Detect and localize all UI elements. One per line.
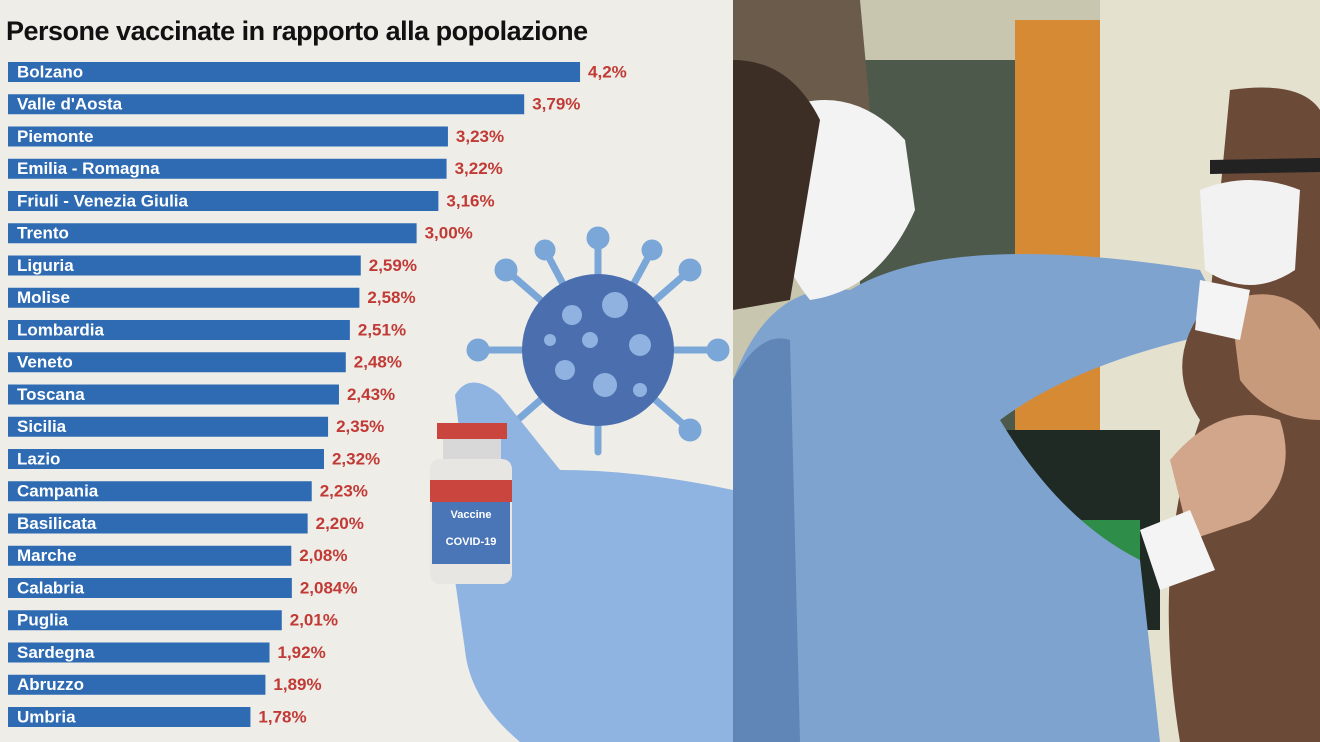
category-label: Lazio (17, 449, 60, 468)
category-label: Veneto (17, 353, 73, 372)
category-label: Sicilia (17, 417, 67, 436)
glove (450, 382, 733, 742)
photo (733, 0, 1320, 742)
bar (8, 223, 417, 244)
value-label: 1,78% (258, 707, 306, 726)
category-label: Emilia - Romagna (17, 159, 160, 178)
bar (8, 545, 292, 566)
vial: Vaccine COVID-19 (430, 423, 512, 584)
bar (8, 255, 361, 276)
value-label: 2,48% (354, 353, 402, 372)
value-label: 3,79% (532, 95, 580, 114)
value-label: 2,35% (336, 417, 384, 436)
value-label: 2,20% (316, 514, 364, 533)
bar (8, 610, 282, 631)
value-label: 3,16% (446, 191, 494, 210)
bar (8, 158, 447, 179)
value-label: 1,89% (273, 675, 321, 694)
value-label: 2,08% (299, 546, 347, 565)
bar (8, 707, 251, 727)
bar (8, 674, 266, 695)
value-label: 3,22% (455, 159, 503, 178)
bar (8, 481, 312, 502)
category-label: Sardegna (17, 643, 95, 662)
value-label: 3,00% (425, 224, 473, 243)
category-label: Friuli - Venezia Giulia (17, 191, 189, 210)
category-label: Bolzano (17, 62, 83, 81)
bar (8, 191, 439, 211)
value-label: 1,92% (278, 643, 326, 662)
virus-illustration (466, 226, 730, 456)
bar (8, 384, 339, 405)
category-label: Trento (17, 224, 69, 243)
category-label: Molise (17, 288, 70, 307)
value-label: 2,01% (290, 611, 338, 630)
value-label: 2,51% (358, 320, 406, 339)
value-label: 2,58% (367, 288, 415, 307)
category-label: Calabria (17, 578, 85, 597)
bar (8, 126, 448, 147)
value-label: 2,43% (347, 385, 395, 404)
vial-label: COVID-19 (446, 536, 497, 548)
category-label: Puglia (17, 611, 69, 630)
category-label: Lombardia (17, 320, 104, 339)
value-label: 2,084% (300, 578, 358, 597)
bar (8, 352, 346, 373)
category-label: Campania (17, 482, 99, 501)
bar (8, 642, 270, 663)
value-label: 2,32% (332, 449, 380, 468)
bar (8, 513, 308, 534)
category-label: Marche (17, 546, 77, 565)
bar (8, 320, 350, 340)
chart-title: Persone vaccinate in rapporto alla popol… (6, 16, 588, 46)
bar (8, 287, 360, 308)
value-label: 3,23% (456, 127, 504, 146)
category-label: Liguria (17, 256, 74, 275)
value-label: 2,59% (369, 256, 417, 275)
bars: Bolzano 4,2% Valle d'Aosta 3,79% Piemonte 3,2… (8, 62, 627, 727)
bar (8, 94, 525, 115)
category-label: Abruzzo (17, 675, 84, 694)
vial-label: Vaccine (451, 509, 492, 521)
value-label: 4,2% (588, 62, 627, 81)
bar (8, 62, 581, 82)
category-label: Valle d'Aosta (17, 95, 123, 114)
value-label: 2,23% (320, 482, 368, 501)
category-label: Piemonte (17, 127, 94, 146)
bar (8, 449, 324, 469)
category-label: Umbria (17, 707, 76, 726)
bar (8, 578, 292, 598)
bar (8, 416, 329, 437)
category-label: Basilicata (17, 514, 97, 533)
category-label: Toscana (17, 385, 85, 404)
